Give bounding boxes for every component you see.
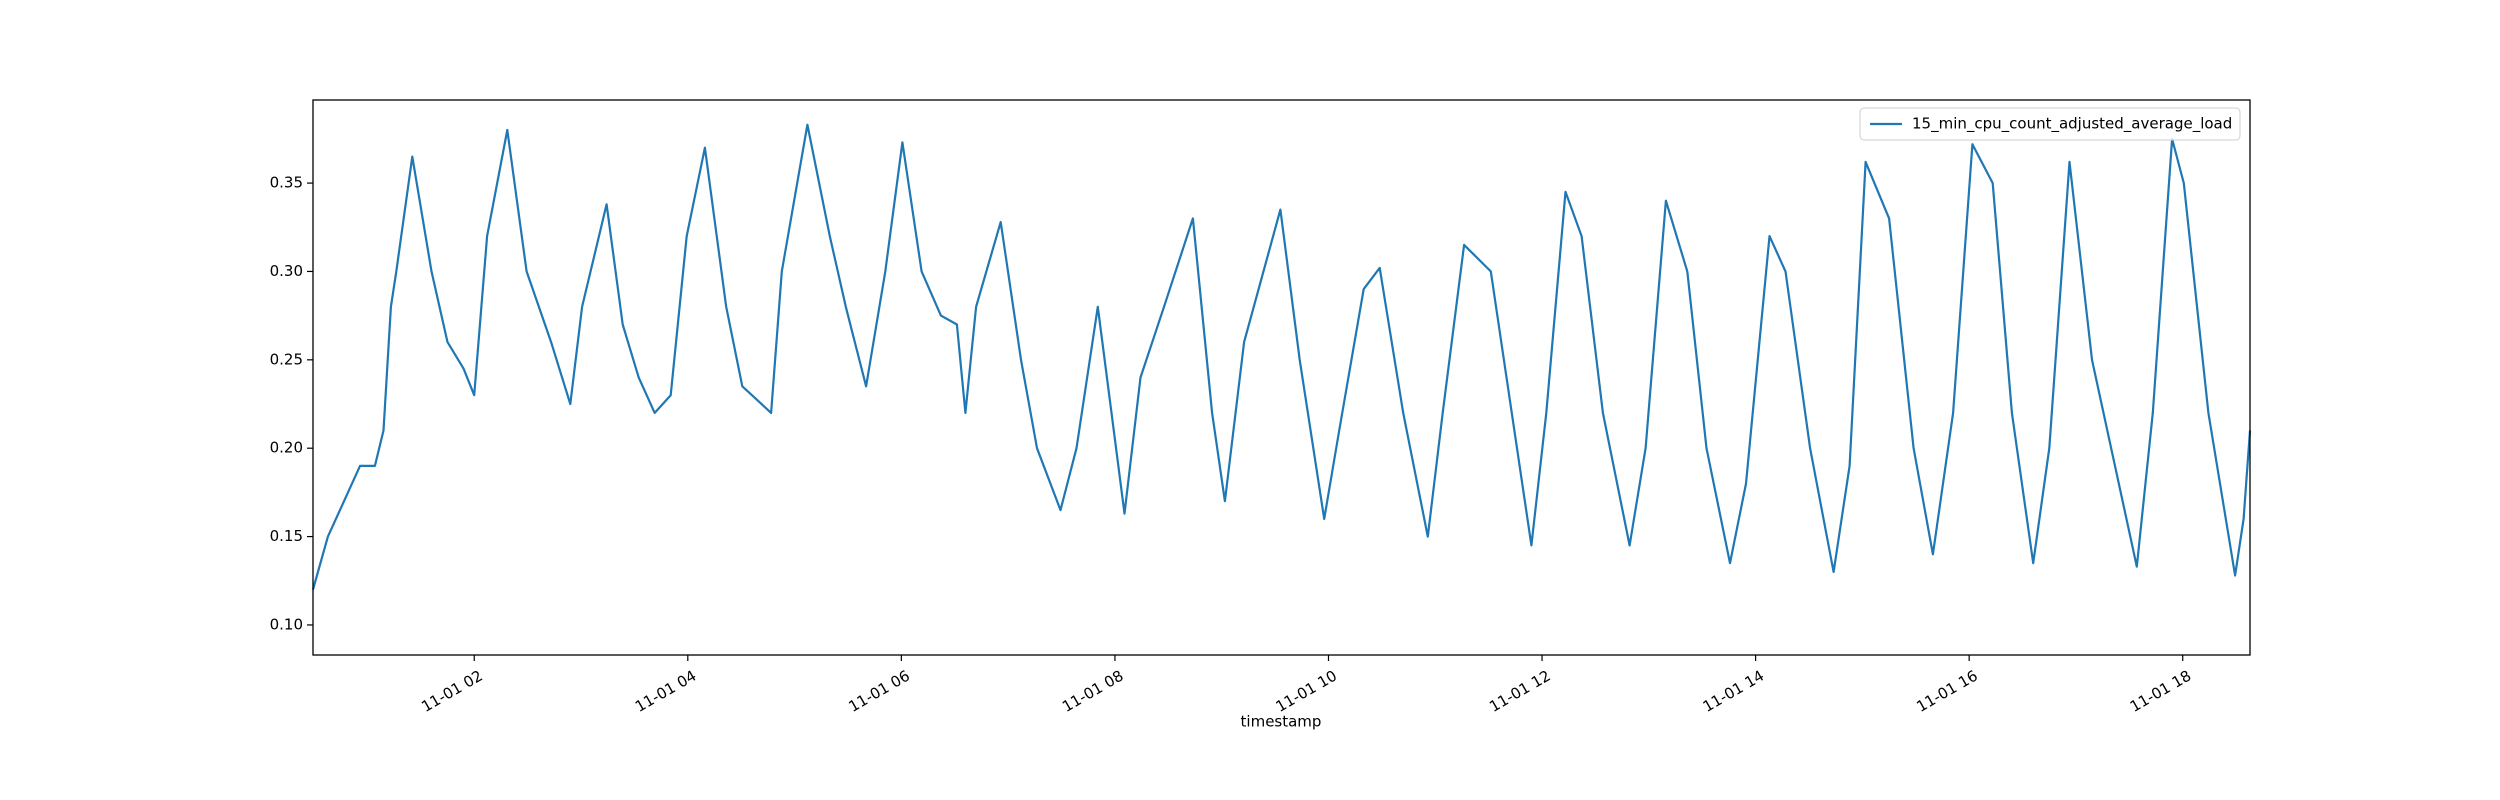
x-tick-label: 11-01 10 (1273, 667, 1340, 716)
legend-box (1859, 107, 2241, 141)
x-tick-label: 11-01 04 (632, 667, 699, 716)
x-tick-label: 11-01 16 (1913, 667, 1980, 716)
x-tick-label: 11-01 14 (1700, 667, 1767, 716)
x-axis-label: timestamp (1241, 713, 1322, 731)
y-tick-label: 0.15 (270, 527, 303, 545)
data-line (311, 123, 2252, 590)
y-tick-label: 0.20 (270, 439, 303, 457)
legend-label: 15_min_cpu_count_adjusted_average_load (1912, 115, 2232, 134)
plot-frame (312, 99, 2251, 656)
x-tick-label: 11-01 02 (418, 667, 485, 716)
y-tick-label: 0.35 (270, 174, 303, 192)
y-tick-label: 0.30 (270, 262, 303, 280)
x-tick-label: 11-01 08 (1059, 667, 1126, 716)
y-tick-label: 0.10 (270, 615, 303, 633)
x-tick-label: 11-01 18 (2127, 667, 2194, 716)
x-tick-label: 11-01 06 (846, 667, 913, 716)
y-tick-label: 0.25 (270, 350, 303, 368)
x-tick-label: 11-01 12 (1486, 667, 1553, 716)
